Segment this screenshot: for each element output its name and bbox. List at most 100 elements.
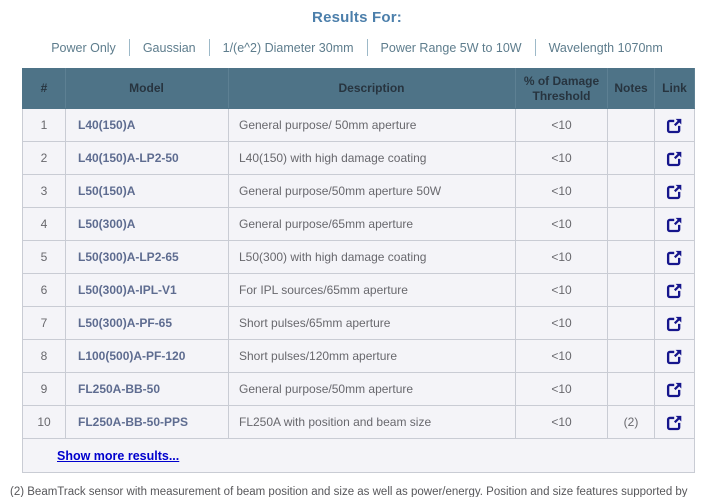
threshold-cell: <10 [515, 372, 608, 406]
link-cell [654, 339, 695, 373]
results-table: # Model Description % of Damage Threshol… [22, 68, 695, 473]
row-index-cell: 5 [22, 240, 66, 274]
row-index-cell: 2 [22, 141, 66, 175]
model-cell: L40(150)A-LP2-50 [65, 141, 229, 175]
show-more-results-link[interactable]: Show more results... [57, 448, 180, 463]
notes-cell [607, 141, 655, 175]
row-index-cell: 3 [22, 174, 66, 208]
filter-separator [128, 39, 130, 56]
table-row: 1 L40(150)A General purpose/ 50mm aperture… [22, 108, 695, 142]
column-header-description: Description [228, 68, 516, 109]
notes-cell [607, 240, 655, 274]
link-cell [654, 372, 695, 406]
link-cell [654, 108, 695, 142]
external-link-icon[interactable] [656, 183, 693, 200]
table-row: 3 L50(150)A General purpose/50mm aperture … [22, 174, 695, 208]
threshold-cell: <10 [515, 273, 608, 307]
threshold-cell: <10 [515, 240, 608, 274]
column-header-link: Link [654, 68, 695, 109]
model-cell: L50(300)A-PF-65 [65, 306, 229, 340]
link-cell [654, 207, 695, 241]
description-cell: General purpose/50mm aperture 50W [228, 174, 516, 208]
description-cell: General purpose/65mm aperture [228, 207, 516, 241]
notes-cell: (2) [607, 405, 655, 439]
link-cell [654, 273, 695, 307]
description-cell: Short pulses/65mm aperture [228, 306, 516, 340]
external-link-icon[interactable] [656, 249, 693, 266]
external-link-icon[interactable] [656, 315, 693, 332]
threshold-cell: <10 [515, 207, 608, 241]
description-cell: General purpose/ 50mm aperture [228, 108, 516, 142]
table-row: 9 FL250A-BB-50 General purpose/50mm apertu… [22, 372, 695, 406]
threshold-cell: <10 [515, 306, 608, 340]
model-cell: L50(300)A-LP2-65 [65, 240, 229, 274]
table-row: 6 L50(300)A-IPL-V1 For IPL sources/65mm ap… [22, 273, 695, 307]
table-row: 4 L50(300)A General purpose/65mm aperture <… [22, 207, 695, 241]
model-cell: L50(300)A-IPL-V1 [65, 273, 229, 307]
filter-item: Power Only [51, 40, 116, 55]
description-cell: General purpose/50mm aperture [228, 372, 516, 406]
row-index-cell: 6 [22, 273, 66, 307]
table-row: 10 FL250A-BB-50-PPS FL250A with position a… [22, 405, 695, 439]
footnote-2: (2) BeamTrack sensor with measurement of… [10, 486, 688, 497]
filter-item: Wavelength 1070nm [548, 40, 663, 55]
row-index-cell: 7 [22, 306, 66, 340]
external-link-icon[interactable] [656, 216, 693, 233]
notes-cell [607, 273, 655, 307]
external-link-icon[interactable] [656, 414, 693, 431]
notes-cell [607, 372, 655, 406]
external-link-icon[interactable] [656, 381, 693, 398]
model-cell: FL250A-BB-50 [65, 372, 229, 406]
threshold-cell: <10 [515, 108, 608, 142]
notes-cell [607, 207, 655, 241]
notes-cell [607, 339, 655, 373]
external-link-icon[interactable] [656, 150, 693, 167]
external-link-icon[interactable] [656, 282, 693, 299]
column-header-model: Model [65, 68, 229, 109]
model-cell: L50(300)A [65, 207, 229, 241]
model-cell: L50(150)A [65, 174, 229, 208]
threshold-cell: <10 [515, 339, 608, 373]
row-index-cell: 8 [22, 339, 66, 373]
filter-separator [366, 39, 368, 56]
notes-cell [607, 174, 655, 208]
link-cell [654, 405, 695, 439]
row-index-cell: 4 [22, 207, 66, 241]
filter-item: 1/(e^2) Diameter 30mm [222, 40, 354, 55]
model-cell: L40(150)A [65, 108, 229, 142]
model-cell: L100(500)A-PF-120 [65, 339, 229, 373]
external-link-icon[interactable] [656, 348, 693, 365]
threshold-cell: <10 [515, 174, 608, 208]
filter-separator [208, 39, 210, 56]
filter-item: Gaussian [142, 40, 196, 55]
results-table-body: 1 L40(150)A General purpose/ 50mm aperture… [22, 108, 695, 439]
table-row: 7 L50(300)A-PF-65 Short pulses/65mm apertu… [22, 306, 695, 340]
threshold-cell: <10 [515, 141, 608, 175]
filter-separator [534, 39, 536, 56]
row-index-cell: 1 [22, 108, 66, 142]
row-index-cell: 9 [22, 372, 66, 406]
show-more-row: Show more results... [22, 438, 695, 473]
column-header-index: # [22, 68, 66, 109]
link-cell [654, 240, 695, 274]
page-title: Results For: [312, 9, 402, 26]
table-header: # Model Description % of Damage Threshol… [22, 68, 695, 109]
description-cell: L50(300) with high damage coating [228, 240, 516, 274]
external-link-icon[interactable] [656, 117, 693, 134]
threshold-cell: <10 [515, 405, 608, 439]
description-cell: For IPL sources/65mm aperture [228, 273, 516, 307]
model-cell: FL250A-BB-50-PPS [65, 405, 229, 439]
link-cell [654, 306, 695, 340]
footnotes: (2) BeamTrack sensor with measurement of… [5, 484, 707, 497]
notes-cell [607, 306, 655, 340]
description-cell: FL250A with position and beam size [228, 405, 516, 439]
notes-cell [607, 108, 655, 142]
table-row: 2 L40(150)A-LP2-50 L40(150) with high dama… [22, 141, 695, 175]
description-cell: Short pulses/120mm aperture [228, 339, 516, 373]
table-row: 5 L50(300)A-LP2-65 L50(300) with high dama… [22, 240, 695, 274]
filter-bar: Power Only Gaussian 1/(e^2) Diameter 30mm P… [0, 39, 714, 56]
column-header-threshold: % of Damage Threshold [515, 68, 608, 109]
row-index-cell: 10 [22, 405, 66, 439]
table-row: 8 L100(500)A-PF-120 Short pulses/120mm ape… [22, 339, 695, 373]
